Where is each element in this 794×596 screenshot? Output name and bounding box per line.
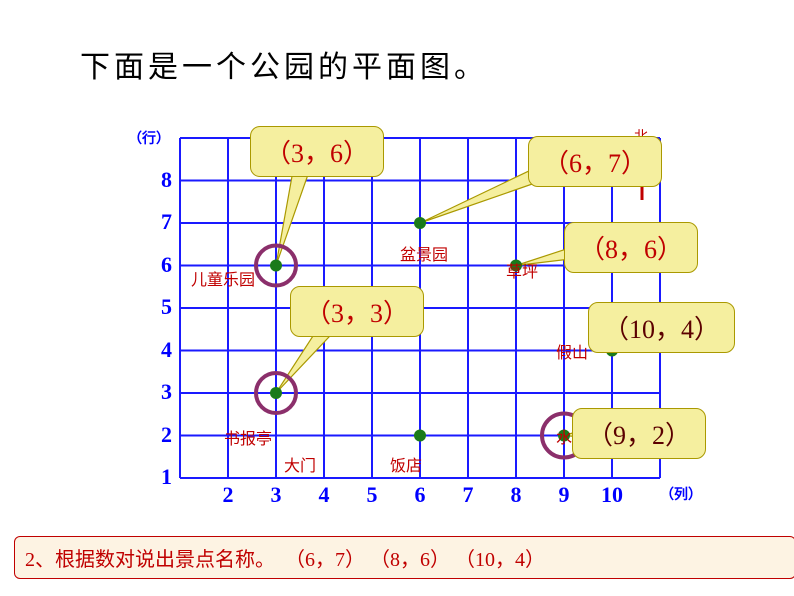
x-tick: 10 [597,482,627,508]
coordinate-callout: （9，2） [572,408,706,459]
point-label: 书报亭 [224,425,272,449]
x-tick: 7 [453,482,483,508]
coordinate-callout: （3，3） [290,286,424,337]
point-label: 儿童乐园 [191,266,255,290]
coordinate-callout: （10，4） [588,302,735,353]
x-tick: 6 [405,482,435,508]
coordinate-callout: （6，7） [528,136,662,187]
coordinate-callout: （3，6） [250,126,384,177]
point-label: 饭店 [390,452,422,476]
x-tick: 2 [213,482,243,508]
y-tick: 4 [142,337,172,363]
x-tick: 5 [357,482,387,508]
point-label: 草坪 [506,258,538,282]
y-tick: 3 [142,379,172,405]
point-label: 假山 [556,339,588,363]
y-tick: 7 [142,209,172,235]
y-tick: 8 [142,167,172,193]
x-tick: 8 [501,482,531,508]
point-label: 大门 [284,452,316,476]
y-tick: 1 [142,464,172,490]
y-tick: 6 [142,252,172,278]
axis-row-label: （行） [128,128,170,148]
x-tick: 4 [309,482,339,508]
question-text: 2、根据数对说出景点名称。 （6，7） （8，6） （10，4） [25,549,545,571]
x-tick: 3 [261,482,291,508]
y-tick: 2 [142,422,172,448]
coordinate-callout: （8，6） [564,222,698,273]
x-tick: 9 [549,482,579,508]
question-box: 2、根据数对说出景点名称。 （6，7） （8，6） （10，4） [14,536,794,579]
y-tick: 5 [142,294,172,320]
axis-col-label: （列） [660,484,702,504]
point-label: 盆景园 [400,241,448,265]
